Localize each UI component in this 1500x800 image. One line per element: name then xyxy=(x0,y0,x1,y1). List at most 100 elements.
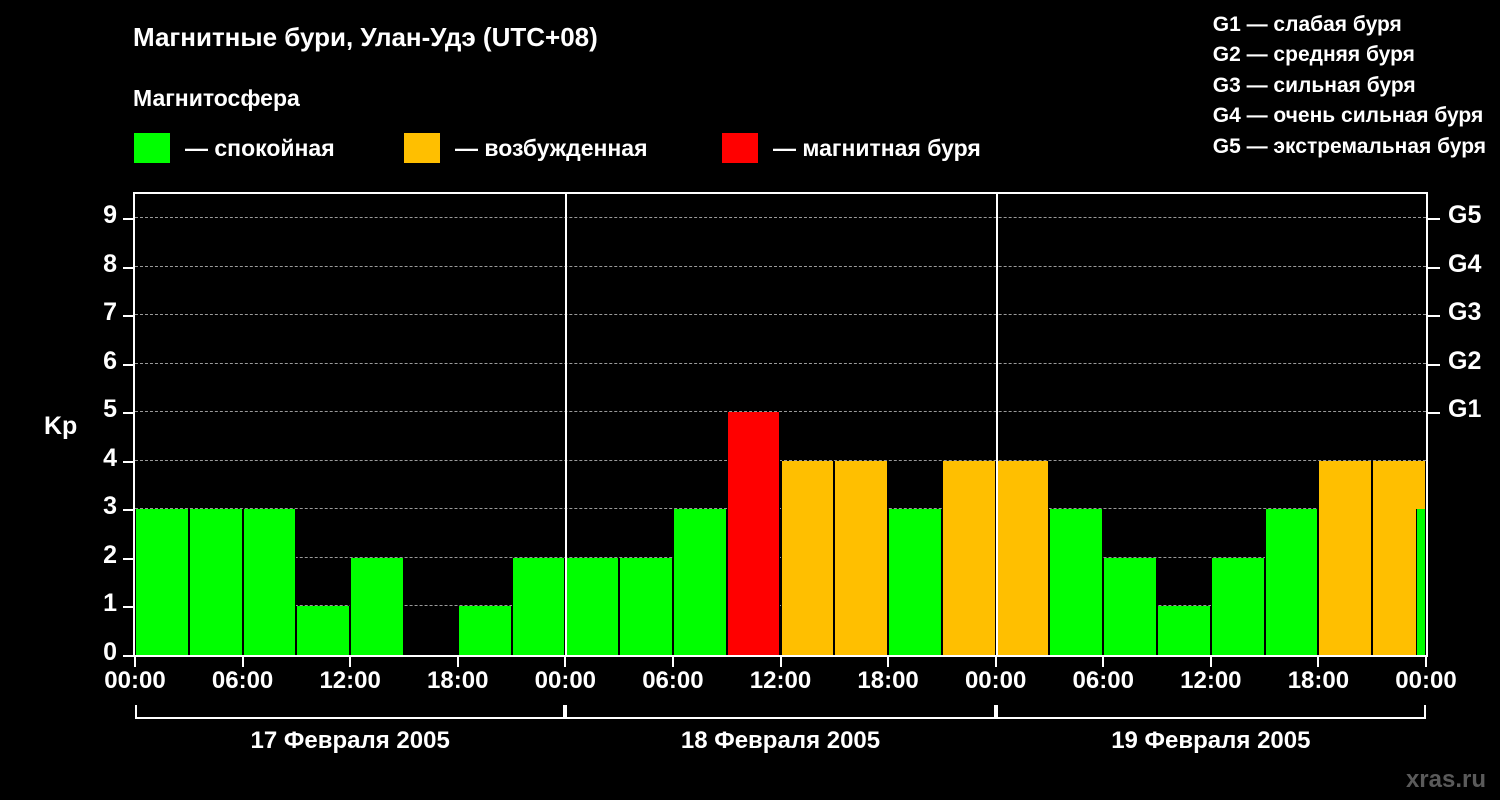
g-axis-tick-mark-G3 xyxy=(1428,315,1440,318)
y-tick-label-8: 8 xyxy=(103,249,117,278)
gridline-9 xyxy=(135,217,1426,219)
g-axis-tick-mark-G1 xyxy=(1428,412,1440,415)
g-axis-label-G3: G3 xyxy=(1448,298,1482,327)
y-tick-label-6: 6 xyxy=(103,346,117,375)
y-tick-mark-7 xyxy=(123,315,133,318)
x-tick-label-5: 06:00 xyxy=(642,667,704,694)
bar xyxy=(565,557,620,655)
x-tick-label-1: 06:00 xyxy=(211,667,274,694)
legend-item-active: — возбужденная xyxy=(403,132,648,164)
bar xyxy=(135,509,189,655)
x-tick-label-4: 00:00 xyxy=(534,667,597,694)
y-tick-mark-0 xyxy=(123,655,133,657)
legend-label-quiet: — спокойная xyxy=(185,134,335,161)
x-tick-mark-8 xyxy=(994,657,997,667)
bar-series xyxy=(135,194,1426,655)
bar xyxy=(1416,509,1426,655)
g-scale-line-g5: G5 — экстремальная буря xyxy=(1212,134,1486,158)
y-tick-mark-4 xyxy=(123,460,133,463)
x-tick-label-7: 18:00 xyxy=(857,667,919,694)
bar xyxy=(941,460,996,655)
g-axis-tick-mark-G4 xyxy=(1428,266,1440,269)
bar xyxy=(995,460,1050,655)
bar xyxy=(726,412,781,655)
bar xyxy=(780,460,835,655)
bar xyxy=(1210,557,1265,655)
bar xyxy=(888,509,942,655)
bar xyxy=(242,509,297,655)
bar xyxy=(1103,557,1158,655)
bar xyxy=(834,460,889,655)
g-axis-label-G1: G1 xyxy=(1448,395,1482,424)
day-bracket-3 xyxy=(995,705,1426,719)
watermark: xras.ru xyxy=(1405,766,1486,793)
day-label-3: 19 Февраля 2005 xyxy=(1111,727,1311,754)
x-tick-mark-6 xyxy=(779,657,782,667)
x-tick-label-11: 18:00 xyxy=(1287,667,1350,694)
g-axis-tick-mark-G5 xyxy=(1428,218,1440,221)
g-axis-label-G4: G4 xyxy=(1448,249,1482,278)
y-tick-mark-3 xyxy=(123,509,133,512)
legend-swatch-active xyxy=(403,132,441,164)
y-tick-mark-8 xyxy=(123,266,133,269)
legend-swatch-storm xyxy=(721,132,759,164)
y-tick-mark-2 xyxy=(123,557,133,560)
subtitle-magnetosphere: Магнитосфера xyxy=(133,85,300,111)
x-tick-label-9: 06:00 xyxy=(1072,667,1134,694)
chart-plot-area xyxy=(133,192,1428,657)
bar xyxy=(511,557,566,655)
y-axis-label: Kp xyxy=(44,412,78,440)
x-tick-mark-10 xyxy=(1209,657,1212,667)
x-tick-mark-2 xyxy=(349,657,352,667)
day-separator-2 xyxy=(995,194,998,655)
x-tick-label-8: 00:00 xyxy=(964,667,1027,694)
y-tick-mark-1 xyxy=(123,606,133,609)
bar xyxy=(1049,509,1104,655)
gridline-4 xyxy=(135,459,1426,461)
y-tick-label-1: 1 xyxy=(103,589,117,618)
bar xyxy=(1264,509,1319,655)
bar xyxy=(619,557,673,655)
legend-item-quiet: — спокойная xyxy=(133,132,335,164)
legend-item-storm: — магнитная буря xyxy=(721,132,981,164)
day-label-2: 18 Февраля 2005 xyxy=(680,727,881,754)
bar xyxy=(188,509,243,655)
legend-label-storm: — магнитная буря xyxy=(773,134,981,161)
x-tick-mark-5 xyxy=(671,657,674,667)
legend-label-active: — возбужденная xyxy=(455,134,648,161)
gridline-7 xyxy=(135,314,1426,316)
x-tick-label-6: 12:00 xyxy=(749,667,812,694)
y-tick-label-4: 4 xyxy=(103,443,117,472)
gridline-5 xyxy=(135,411,1426,413)
x-tick-mark-12 xyxy=(1425,657,1427,667)
day-bracket-1 xyxy=(135,705,566,719)
y-tick-label-5: 5 xyxy=(103,395,117,424)
x-tick-label-3: 18:00 xyxy=(427,667,489,694)
x-tick-label-10: 12:00 xyxy=(1180,667,1242,694)
bar xyxy=(350,557,404,655)
x-tick-label-2: 12:00 xyxy=(319,667,381,694)
y-tick-mark-9 xyxy=(123,218,133,221)
day-label-1: 17 Февраля 2005 xyxy=(250,727,450,754)
x-tick-mark-11 xyxy=(1317,657,1320,667)
gridline-6 xyxy=(135,362,1426,364)
bar xyxy=(1318,460,1373,655)
y-tick-label-2: 2 xyxy=(103,540,117,569)
g-axis-tick-mark-G2 xyxy=(1428,363,1440,366)
g-axis-label-G5: G5 xyxy=(1448,201,1482,230)
x-tick-label-0: 00:00 xyxy=(104,667,166,694)
y-tick-label-3: 3 xyxy=(103,492,117,521)
gridline-8 xyxy=(135,265,1426,267)
y-tick-label-0: 0 xyxy=(103,638,117,666)
x-tick-mark-9 xyxy=(1102,657,1105,667)
g-scale-legend: G1 — слабая буря G2 — средняя буря G3 — … xyxy=(1213,10,1486,162)
y-tick-label-9: 9 xyxy=(103,201,117,230)
day-bracket-2 xyxy=(565,705,996,719)
x-tick-mark-1 xyxy=(241,657,244,667)
x-tick-mark-7 xyxy=(887,657,890,667)
g-scale-line-g4: G4 — очень сильная буря xyxy=(1212,104,1484,128)
x-tick-mark-3 xyxy=(456,657,459,667)
legend-swatch-quiet xyxy=(133,132,171,164)
page-title: Магнитные бури, Улан-Удэ (UTC+08) xyxy=(133,22,598,52)
legend: — спокойная — возбужденная — магнитная б… xyxy=(133,132,1133,166)
